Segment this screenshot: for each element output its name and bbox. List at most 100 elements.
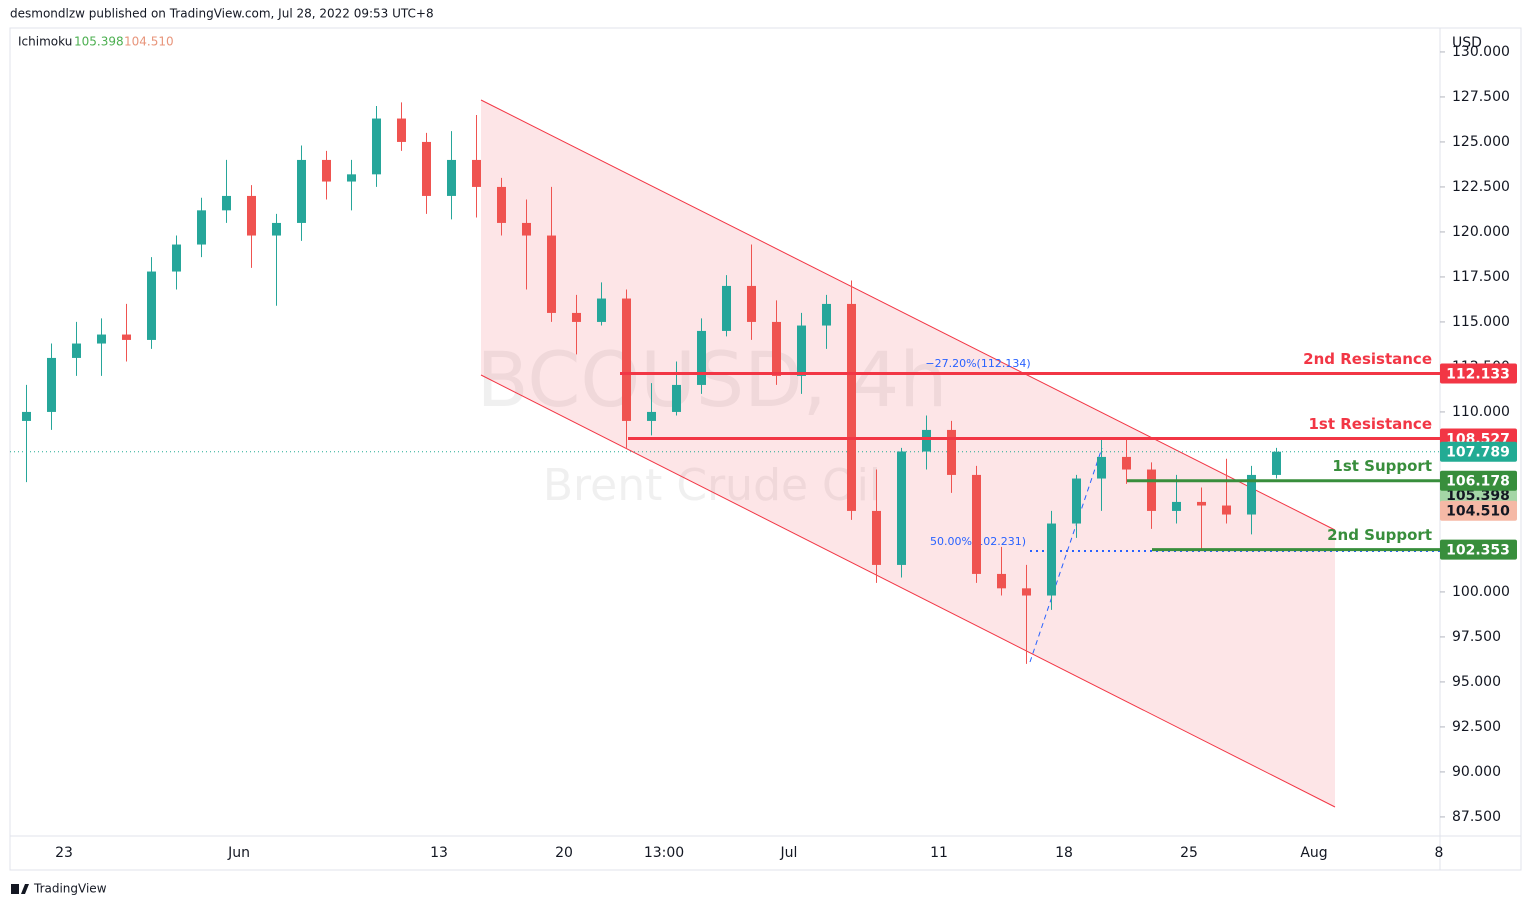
y-tick-label: 100.000 bbox=[1452, 584, 1510, 600]
candle-body bbox=[822, 303, 831, 326]
candle-body bbox=[122, 334, 131, 340]
candle-body bbox=[622, 298, 631, 421]
level-badge bbox=[1440, 363, 1517, 384]
candle-body bbox=[872, 510, 881, 565]
y-tick-label: 122.500 bbox=[1452, 179, 1510, 195]
candle-body bbox=[497, 186, 506, 223]
candle-body bbox=[722, 285, 731, 331]
y-tick-label: 115.000 bbox=[1452, 314, 1510, 330]
level-badge-label: 106.178 bbox=[1446, 474, 1510, 490]
candle-body bbox=[447, 159, 456, 196]
candle-body bbox=[147, 271, 156, 340]
candle-body bbox=[697, 330, 706, 385]
candle-body bbox=[72, 343, 81, 358]
channel-lower bbox=[480, 374, 1336, 808]
level-name: 2nd Support bbox=[1327, 526, 1432, 544]
candle-body bbox=[347, 174, 356, 182]
y-tick-label: 125.000 bbox=[1452, 134, 1510, 150]
y-tick-label: 92.500 bbox=[1452, 719, 1501, 735]
level-name: 1st Resistance bbox=[1308, 415, 1432, 433]
candle-body bbox=[372, 118, 381, 175]
candle-body bbox=[572, 312, 581, 322]
watermark-subtitle: Brent Crude Oil bbox=[543, 460, 881, 511]
x-tick-label: 11 bbox=[930, 845, 948, 861]
indicator-badge bbox=[1440, 500, 1517, 521]
candle-body bbox=[772, 321, 781, 376]
y-tick-label: 117.500 bbox=[1452, 269, 1510, 285]
candle-body bbox=[1147, 469, 1156, 511]
candle-body bbox=[597, 298, 606, 322]
candle-body bbox=[797, 325, 806, 376]
candle-body bbox=[1072, 478, 1081, 524]
x-tick-label: 8 bbox=[1435, 845, 1444, 861]
candle-body bbox=[197, 210, 206, 245]
candle-body bbox=[922, 429, 931, 452]
indicator-value: 104.510 bbox=[124, 35, 174, 49]
candle-body bbox=[322, 159, 331, 182]
y-tick-label: 127.500 bbox=[1452, 89, 1510, 105]
level-badge-label: 102.353 bbox=[1446, 543, 1510, 559]
candle-body bbox=[847, 303, 856, 511]
candle-body bbox=[647, 411, 656, 421]
x-tick-label: Jul bbox=[780, 845, 798, 861]
watermark-title: BCOUSD, 4h bbox=[477, 335, 948, 424]
fib-trend bbox=[1029, 447, 1103, 663]
candle-body bbox=[1272, 451, 1281, 475]
candle-body bbox=[172, 244, 181, 272]
x-tick-label: Jun bbox=[227, 845, 250, 861]
indicator-name: Ichimoku bbox=[18, 35, 72, 49]
candle-body bbox=[297, 159, 306, 223]
level-name: 1st Support bbox=[1332, 457, 1432, 475]
candle-body bbox=[672, 384, 681, 412]
footer: TradingView bbox=[33, 882, 107, 896]
indicator-badge-label: 105.398 bbox=[1446, 488, 1510, 504]
x-tick-label: 18 bbox=[1055, 845, 1073, 861]
y-tick-label: 95.000 bbox=[1452, 674, 1501, 690]
candle-body bbox=[272, 222, 281, 236]
y-axis-label: USD bbox=[1452, 35, 1482, 51]
candle-body bbox=[247, 195, 256, 236]
fib-label: −27.20%(112.134) bbox=[925, 357, 1030, 370]
x-tick-label: 25 bbox=[1180, 845, 1198, 861]
y-tick-label: 90.000 bbox=[1452, 764, 1501, 780]
indicator-value: 105.398 bbox=[74, 35, 124, 49]
candle-body bbox=[1047, 523, 1056, 596]
candle-body bbox=[422, 141, 431, 196]
level-badge bbox=[1440, 539, 1517, 560]
candle-body bbox=[1197, 501, 1206, 506]
x-tick-label: 13:00 bbox=[644, 845, 684, 861]
last-price-badge bbox=[1440, 441, 1517, 462]
candle-body bbox=[1222, 505, 1231, 515]
x-tick-label: Aug bbox=[1300, 845, 1327, 861]
candle-body bbox=[97, 334, 106, 344]
candle-body bbox=[1172, 501, 1181, 511]
candle-body bbox=[747, 285, 756, 322]
byline: desmondlzw published on TradingView.com,… bbox=[10, 7, 434, 21]
candle-body bbox=[47, 357, 56, 412]
channel-fill bbox=[481, 100, 1335, 807]
x-tick-label: 23 bbox=[55, 845, 73, 861]
y-tick-label: 110.000 bbox=[1452, 404, 1510, 420]
level-badge-label: 112.133 bbox=[1446, 367, 1510, 383]
candle-body bbox=[947, 429, 956, 475]
y-tick-label: 97.500 bbox=[1452, 629, 1501, 645]
footer-logo bbox=[11, 884, 29, 894]
candle-body bbox=[1122, 456, 1131, 470]
level-badge bbox=[1440, 470, 1517, 491]
y-tick-label: 120.000 bbox=[1452, 224, 1510, 240]
candle-body bbox=[397, 118, 406, 142]
candle-body bbox=[897, 451, 906, 565]
indicator-badge-label: 104.510 bbox=[1446, 504, 1510, 520]
x-tick-label: 13 bbox=[430, 845, 448, 861]
candle-body bbox=[222, 195, 231, 211]
y-tick-label: 130.000 bbox=[1452, 44, 1510, 60]
candle-body bbox=[22, 411, 31, 421]
candle-body bbox=[997, 573, 1006, 589]
candle-body bbox=[547, 235, 556, 313]
y-tick-label: 87.500 bbox=[1452, 809, 1501, 825]
candle-body bbox=[972, 474, 981, 574]
candle-body bbox=[1247, 474, 1256, 515]
candle-body bbox=[1097, 456, 1106, 479]
last-price-badge-label: 107.789 bbox=[1446, 445, 1510, 461]
